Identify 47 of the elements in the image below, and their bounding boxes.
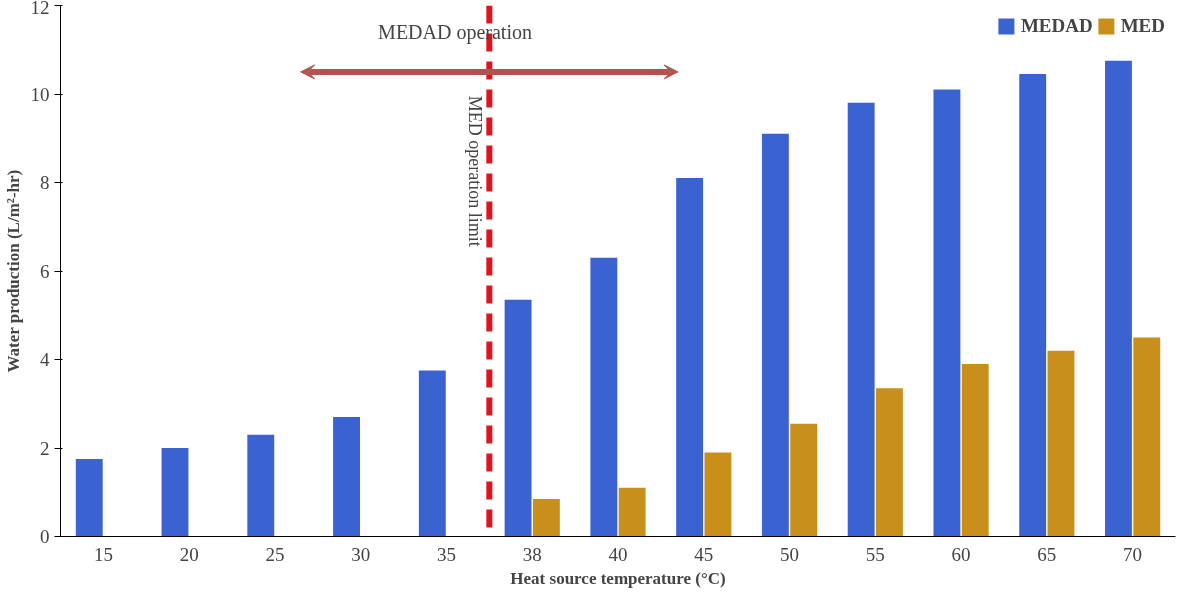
bar bbox=[933, 89, 961, 537]
y-tick-label: 6 bbox=[40, 260, 50, 282]
bar bbox=[790, 423, 818, 537]
bar bbox=[418, 370, 446, 537]
bar bbox=[961, 363, 989, 537]
y-tick-label: 4 bbox=[40, 349, 50, 370]
annotation: MEDAD operation bbox=[378, 20, 532, 44]
bar bbox=[761, 133, 789, 537]
bar bbox=[590, 257, 618, 537]
x-tick-label: 25 bbox=[265, 543, 285, 565]
y-tick-label: 2 bbox=[40, 437, 50, 459]
bar bbox=[1105, 60, 1132, 537]
bar bbox=[1133, 337, 1161, 537]
y-tick-label: 8 bbox=[40, 172, 50, 193]
y-tick-label: 0 bbox=[40, 526, 50, 547]
bar bbox=[676, 178, 704, 537]
y-tick-label: 12 bbox=[30, 0, 50, 18]
legend-label: MED bbox=[1120, 15, 1165, 37]
bar bbox=[532, 498, 560, 537]
x-tick-label: 45 bbox=[694, 543, 714, 565]
x-tick-label: 15 bbox=[93, 543, 113, 565]
y-tick-label: 10 bbox=[30, 83, 50, 105]
bar bbox=[333, 417, 360, 537]
x-tick-label: 60 bbox=[951, 543, 971, 565]
bar bbox=[618, 487, 646, 537]
bar bbox=[876, 388, 903, 537]
x-tick-label: 20 bbox=[179, 543, 199, 565]
bar bbox=[847, 102, 875, 537]
y-axis-title: Water production (L/m²-hr) bbox=[3, 169, 23, 373]
x-tick-label: 70 bbox=[1123, 543, 1143, 565]
bar bbox=[161, 448, 189, 537]
bar bbox=[247, 434, 275, 537]
bar bbox=[504, 299, 532, 537]
legend-label: MEDAD bbox=[1020, 15, 1093, 37]
bar bbox=[704, 452, 732, 537]
x-tick-label: 65 bbox=[1037, 543, 1057, 565]
x-tick-label: 50 bbox=[780, 543, 800, 565]
x-tick-label: 30 bbox=[351, 543, 371, 565]
x-tick-label: 40 bbox=[608, 543, 628, 565]
x-tick-label: 55 bbox=[865, 543, 885, 565]
x-axis-title: Heat source temperature (°C) bbox=[510, 568, 726, 588]
x-tick-label: 35 bbox=[436, 543, 456, 565]
x-tick-label: 38 bbox=[522, 543, 542, 565]
bar bbox=[1047, 350, 1075, 537]
bar bbox=[1019, 74, 1047, 537]
bar bbox=[75, 459, 103, 537]
ref-line-label: MED operation limit bbox=[465, 95, 486, 247]
